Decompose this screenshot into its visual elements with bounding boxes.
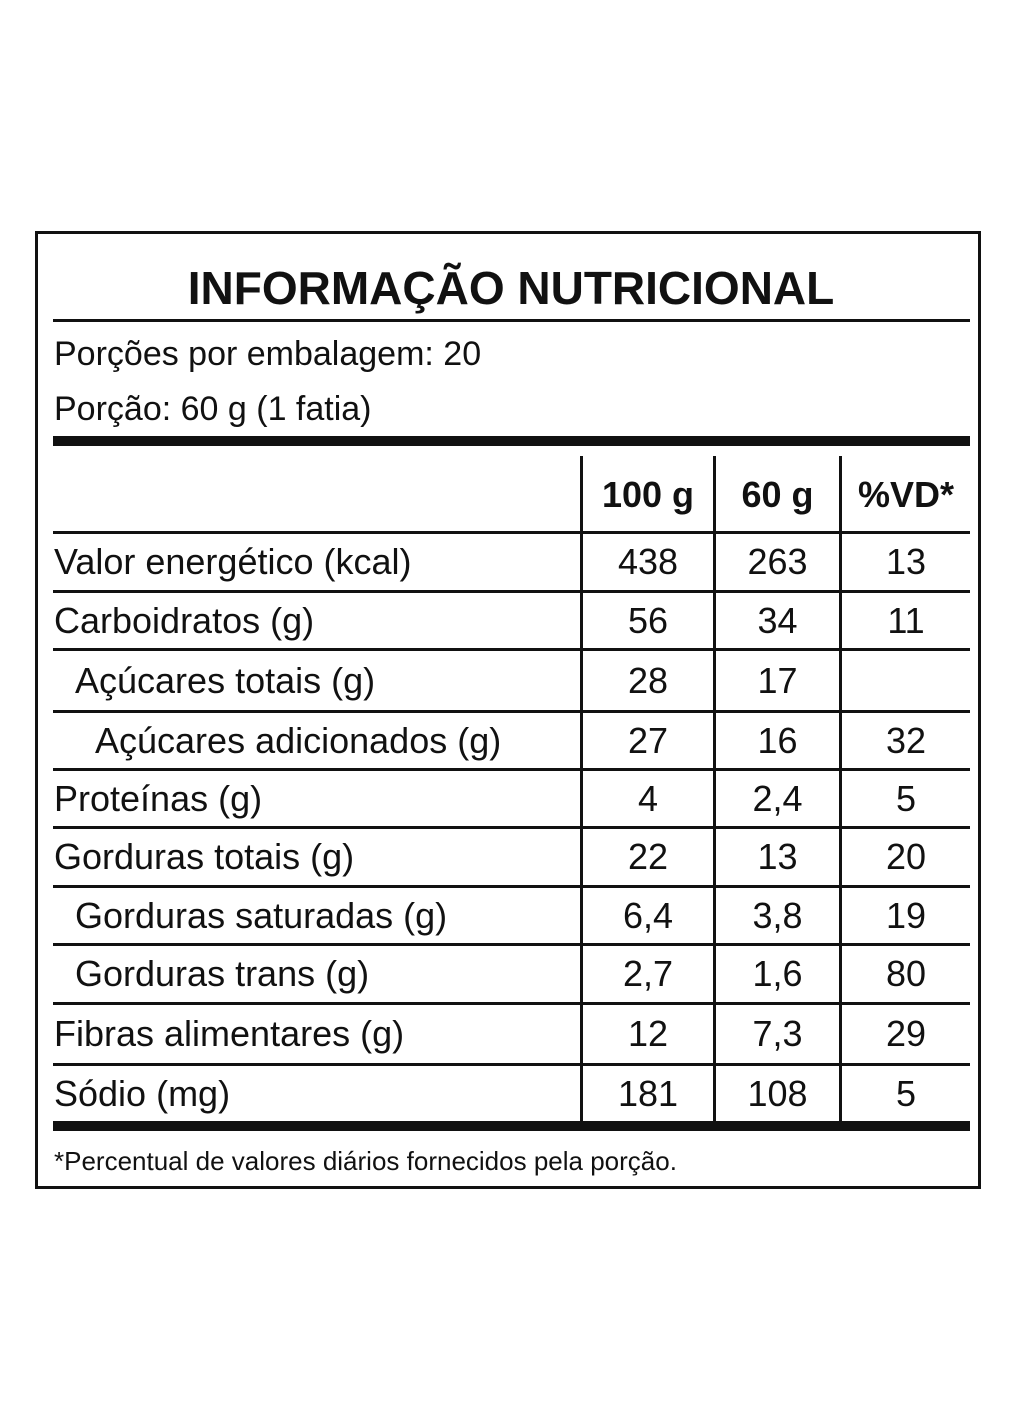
value-per-serving: 108 — [747, 1073, 808, 1114]
nutrient-name: Gorduras totais (g) — [54, 836, 355, 877]
table-row: Carboidratos (g) 56 34 11 — [38, 593, 984, 648]
table-row: Gorduras totais (g) 22 13 20 — [38, 829, 984, 885]
nutrient-name: Carboidratos (g) — [54, 600, 315, 641]
footnote: *Percentual de valores diários fornecido… — [54, 1146, 677, 1176]
value-per-100g: 56 — [627, 600, 669, 641]
value-per-100g: 12 — [627, 1013, 669, 1054]
column-header-vd: %VD* — [857, 474, 955, 515]
table-row: Valor energético (kcal) 438 263 13 — [38, 534, 984, 590]
row-divider — [53, 943, 970, 946]
column-header-60g: 60 g — [741, 474, 814, 515]
nutrient-name: Valor energético (kcal) — [54, 541, 412, 582]
daily-value-percent: 20 — [885, 836, 927, 877]
servings-per-package: Porções por embalagem: 20 — [54, 335, 482, 373]
value-per-serving: 34 — [757, 600, 798, 641]
row-divider — [53, 590, 970, 593]
row-divider — [53, 885, 970, 888]
value-per-100g: 4 — [637, 778, 659, 819]
daily-value-percent: 5 — [895, 778, 917, 819]
value-per-100g: 181 — [617, 1073, 679, 1114]
row-divider — [53, 531, 970, 534]
row-divider — [53, 1063, 970, 1066]
table-row: Fibras alimentares (g) 12 7,3 29 — [38, 1005, 984, 1063]
value-per-serving: 263 — [747, 541, 808, 582]
daily-value-percent: 5 — [895, 1073, 917, 1114]
table-row: Açúcares adicionados (g) 27 16 32 — [38, 713, 984, 768]
row-divider — [53, 710, 970, 713]
value-per-serving: 7,3 — [752, 1013, 803, 1054]
nutrient-name: Gorduras saturadas (g) — [75, 895, 448, 936]
table-row: Gorduras trans (g) 2,7 1,6 80 — [38, 946, 984, 1002]
row-divider — [53, 768, 970, 771]
daily-value-percent: 19 — [885, 895, 927, 936]
title-divider — [53, 319, 970, 322]
nutrient-name: Gorduras trans (g) — [75, 953, 370, 994]
daily-value-percent: 13 — [885, 541, 927, 582]
nutrient-name: Sódio (mg) — [54, 1073, 231, 1114]
table-row: Gorduras saturadas (g) 6,4 3,8 19 — [38, 888, 984, 943]
value-per-serving: 3,8 — [752, 895, 803, 936]
daily-value-percent: 11 — [887, 600, 925, 641]
nutrient-name: Açúcares adicionados (g) — [95, 720, 502, 761]
table-row: Sódio (mg) 181 108 5 — [38, 1066, 984, 1121]
value-per-100g: 22 — [627, 836, 669, 877]
nutrition-label: INFORMAÇÃO NUTRICIONAL Porções por embal… — [35, 231, 981, 1189]
value-per-serving: 1,6 — [752, 953, 803, 994]
nutrient-name: Fibras alimentares (g) — [54, 1013, 405, 1054]
value-per-100g: 28 — [627, 660, 669, 701]
value-per-serving: 13 — [757, 836, 798, 877]
table-row: Proteínas (g) 4 2,4 5 — [38, 771, 984, 826]
row-divider — [53, 1002, 970, 1005]
serving-size: Porção: 60 g (1 fatia) — [54, 390, 372, 428]
column-separator-2 — [713, 456, 716, 1126]
value-per-100g: 6,4 — [622, 895, 674, 936]
value-per-100g: 2,7 — [622, 953, 674, 994]
row-divider — [53, 648, 970, 651]
daily-value-percent: 29 — [885, 1013, 927, 1054]
header-divider-thick — [53, 436, 970, 446]
column-header-100g: 100 g — [601, 474, 695, 515]
value-per-serving: 16 — [757, 720, 798, 761]
nutrient-name: Açúcares totais (g) — [75, 660, 376, 701]
label-title: INFORMAÇÃO NUTRICIONAL — [187, 262, 835, 314]
daily-value-percent: 80 — [885, 953, 927, 994]
value-per-100g: 27 — [627, 720, 669, 761]
row-divider — [53, 826, 970, 829]
column-separator-1 — [580, 456, 583, 1126]
table-row: Açúcares totais (g) 28 17 — [38, 651, 984, 710]
value-per-100g: 438 — [617, 541, 679, 582]
daily-value-percent: 32 — [885, 720, 927, 761]
value-per-serving: 2,4 — [752, 778, 803, 819]
nutrient-name: Proteínas (g) — [54, 778, 263, 819]
value-per-serving: 17 — [757, 660, 798, 701]
column-separator-3 — [839, 456, 842, 1126]
table-bottom-divider — [53, 1121, 970, 1131]
